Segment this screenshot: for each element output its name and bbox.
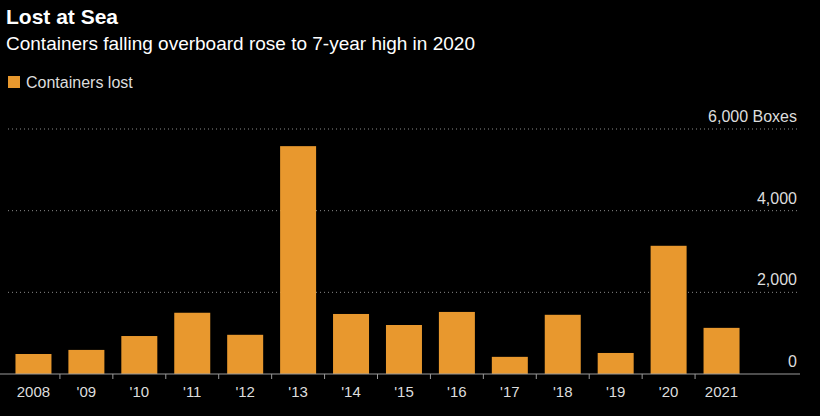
x-tick bbox=[430, 374, 431, 379]
x-tick-label: '16 bbox=[447, 383, 467, 400]
x-tick bbox=[218, 374, 219, 379]
x-axis-line bbox=[0, 374, 800, 375]
background bbox=[0, 0, 820, 416]
bar bbox=[15, 354, 51, 374]
x-tick-label: '19 bbox=[606, 383, 626, 400]
grid-line bbox=[8, 129, 800, 130]
x-tick-label: '10 bbox=[130, 383, 150, 400]
bar bbox=[598, 353, 634, 374]
bar bbox=[333, 314, 369, 374]
x-tick bbox=[165, 374, 166, 379]
x-tick-label: '15 bbox=[394, 383, 414, 400]
title: Lost at Sea bbox=[6, 5, 118, 28]
bar bbox=[439, 312, 475, 374]
x-tick bbox=[324, 374, 325, 379]
bar bbox=[68, 350, 104, 374]
bar bbox=[174, 313, 210, 374]
x-tick-label: '12 bbox=[235, 383, 255, 400]
x-tick bbox=[483, 374, 484, 379]
y-tick-label: 6,000 Boxes bbox=[708, 108, 797, 125]
bar bbox=[280, 146, 316, 374]
bars bbox=[15, 146, 739, 374]
x-tick-label: '20 bbox=[659, 383, 679, 400]
x-tick bbox=[695, 374, 696, 379]
y-tick-label: 2,000 bbox=[757, 271, 797, 288]
x-tick-label: '13 bbox=[288, 383, 308, 400]
bar bbox=[492, 357, 528, 374]
x-tick bbox=[271, 374, 272, 379]
bar bbox=[704, 328, 740, 374]
x-tick bbox=[536, 374, 537, 379]
y-tick-label: 4,000 bbox=[757, 190, 797, 207]
x-tick-label: '14 bbox=[341, 383, 361, 400]
grid-line bbox=[8, 210, 800, 211]
bar bbox=[227, 335, 263, 374]
x-tick bbox=[642, 374, 643, 379]
y-tick-label: 0 bbox=[788, 353, 797, 370]
x-tick-label: 2008 bbox=[17, 383, 50, 400]
x-tick bbox=[377, 374, 378, 379]
legend-swatch bbox=[8, 76, 20, 88]
bar bbox=[651, 246, 687, 374]
x-tick-label: '11 bbox=[183, 383, 201, 400]
legend-label: Containers lost bbox=[26, 74, 133, 91]
x-tick bbox=[59, 374, 60, 379]
x-tick bbox=[112, 374, 113, 379]
x-tick-label: 2021 bbox=[705, 383, 738, 400]
bar bbox=[545, 315, 581, 374]
x-tick-label: '17 bbox=[500, 383, 520, 400]
chart-container: Lost at Sea Containers falling overboard … bbox=[0, 0, 820, 416]
subtitle: Containers falling overboard rose to 7-y… bbox=[6, 33, 475, 54]
x-tick-label: '18 bbox=[553, 383, 573, 400]
x-tick-label: '09 bbox=[77, 383, 97, 400]
x-tick bbox=[589, 374, 590, 379]
bar bbox=[121, 336, 157, 374]
chart-svg: Lost at Sea Containers falling overboard … bbox=[0, 0, 820, 416]
bar bbox=[386, 325, 422, 374]
